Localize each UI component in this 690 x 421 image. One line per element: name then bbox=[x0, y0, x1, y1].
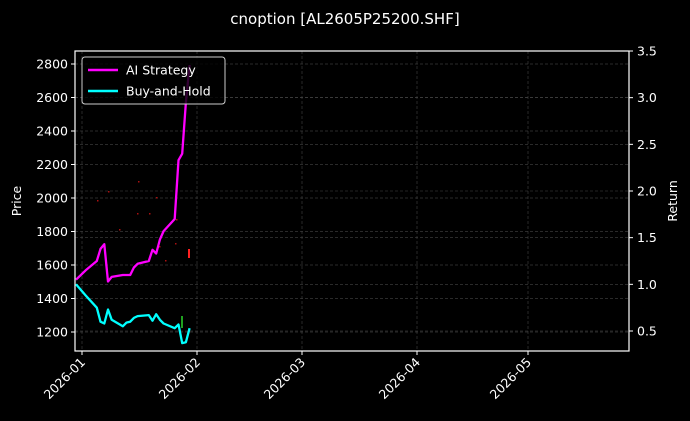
y-tick-label-right: 3.5 bbox=[637, 44, 657, 59]
plot-frame bbox=[74, 50, 630, 352]
chart-title: cnoption [AL2605P25200.SHF] bbox=[230, 10, 459, 28]
scatter-dot bbox=[108, 191, 110, 193]
series-ai-strategy bbox=[75, 64, 191, 283]
y-axis-right: 0.5 1.0 1.5 2.0 2.5 3.0 3.5 bbox=[629, 44, 657, 339]
legend: AI Strategy Buy-and-Hold bbox=[81, 56, 226, 105]
legend-ai-strategy-label: AI Strategy bbox=[126, 63, 196, 78]
scatter-dot bbox=[137, 213, 139, 215]
y-tick-label-left: 2800 bbox=[36, 57, 68, 72]
y-tick-label-left: 1600 bbox=[36, 258, 68, 273]
trade-markers bbox=[97, 181, 190, 328]
x-tick-label: 2026-04 bbox=[376, 354, 424, 402]
x-tick-label: 2026-05 bbox=[487, 355, 535, 403]
legend-buy-and-hold-label: Buy-and-Hold bbox=[126, 84, 211, 99]
series-buy-and-hold bbox=[75, 283, 191, 345]
series-lines bbox=[75, 64, 191, 345]
y-tick-label-left: 2400 bbox=[36, 124, 68, 139]
y-tick-label-right: 3.0 bbox=[637, 90, 657, 105]
y-axis-right-label: Return bbox=[665, 180, 680, 221]
x-axis: 2026-01 2026-02 2026-03 2026-04 2026-05 bbox=[41, 351, 535, 403]
y-tick-label-right: 1.5 bbox=[637, 230, 657, 245]
x-tick-label: 2026-03 bbox=[261, 355, 309, 403]
y-tick-label-left: 2000 bbox=[36, 191, 68, 206]
scatter-dot bbox=[165, 260, 167, 262]
y-tick-label-left: 2600 bbox=[36, 90, 68, 105]
y-tick-label-left: 1200 bbox=[36, 325, 68, 340]
y-tick-label-right: 2.5 bbox=[637, 137, 657, 152]
y-axis-left-label: Price bbox=[9, 185, 24, 216]
scatter-dot bbox=[159, 246, 161, 248]
y-tick-label-left: 2200 bbox=[36, 157, 68, 172]
grid bbox=[75, 50, 629, 351]
y-tick-label-left: 1800 bbox=[36, 224, 68, 239]
y-tick-label-left: 1400 bbox=[36, 291, 68, 306]
scatter-dot bbox=[156, 197, 158, 199]
x-tick-label: 2026-01 bbox=[41, 355, 89, 403]
scatter-dot bbox=[138, 181, 140, 183]
scatter-dot bbox=[176, 219, 178, 221]
y-axis-left: 1200 1400 1600 1800 2000 2200 2400 2600 2800 bbox=[36, 57, 75, 340]
x-tick-label: 2026-02 bbox=[156, 355, 204, 403]
y-tick-label-right: 1.0 bbox=[637, 277, 657, 292]
scatter-dot bbox=[149, 213, 151, 215]
buy-marker bbox=[181, 316, 183, 328]
y-tick-label-right: 2.0 bbox=[637, 184, 657, 199]
y-tick-label-right: 0.5 bbox=[637, 324, 657, 339]
sell-marker bbox=[188, 249, 190, 258]
scatter-dot bbox=[119, 229, 121, 231]
scatter-dot bbox=[175, 243, 177, 245]
scatter-dot bbox=[97, 200, 99, 202]
